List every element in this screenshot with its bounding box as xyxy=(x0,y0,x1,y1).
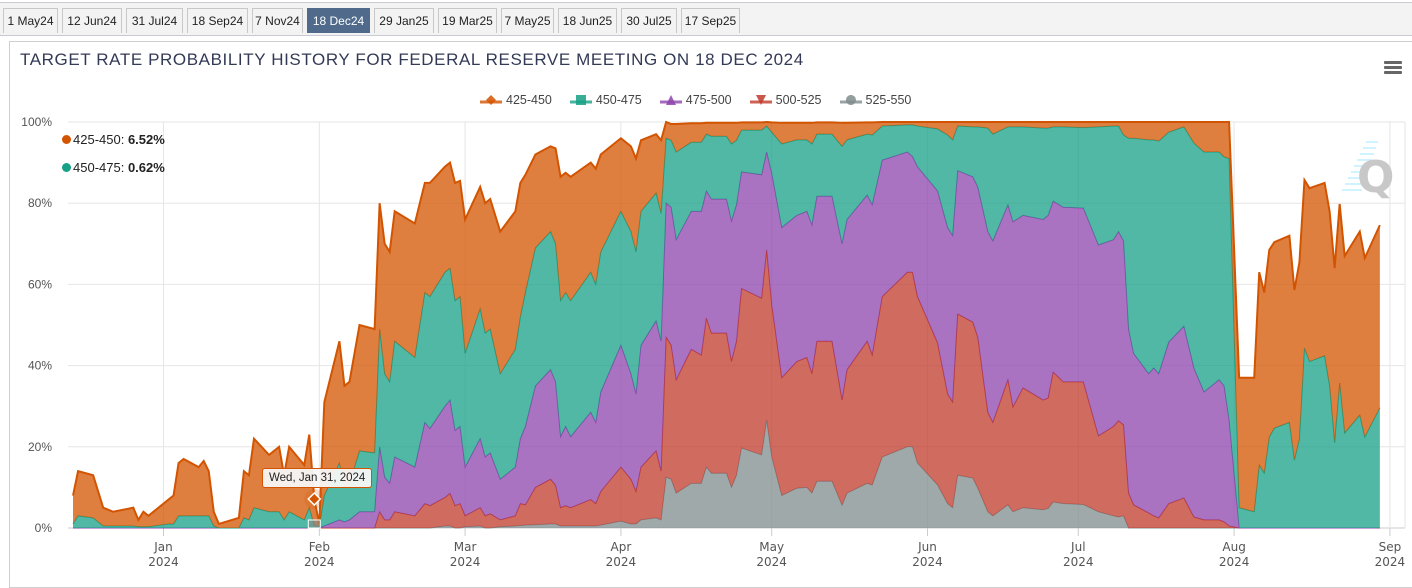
y-tick-label: 80% xyxy=(28,196,52,210)
tab-30-jul25[interactable]: 30 Jul25 xyxy=(621,8,677,33)
x-tick-year: 2024 xyxy=(1219,555,1250,569)
tab-31-jul24[interactable]: 31 Jul24 xyxy=(126,8,183,33)
tab-18-dec24[interactable]: 18 Dec24 xyxy=(307,8,370,33)
chart-title: TARGET RATE PROBABILITY HISTORY FOR FEDE… xyxy=(20,50,804,69)
hover-item-450-475: 450-475: 0.62% xyxy=(62,154,165,182)
circle-marker-icon xyxy=(839,95,862,105)
diamond-marker-icon xyxy=(480,95,502,105)
tab-29-jan25[interactable]: 29 Jan25 xyxy=(374,8,434,33)
legend-item-525-550[interactable]: 525-550 xyxy=(839,93,912,107)
tab-19-mar25[interactable]: 19 Mar25 xyxy=(438,8,497,33)
x-tick-year: 2024 xyxy=(304,555,335,569)
hover-series-value: 6.52% xyxy=(127,132,165,147)
legend-item-475-500[interactable]: 475-500 xyxy=(659,93,732,107)
x-tick-year: 2024 xyxy=(756,555,787,569)
x-tick-year: 2024 xyxy=(450,555,481,569)
series-dot-icon xyxy=(62,163,71,172)
x-tick-year: 2024 xyxy=(606,555,637,569)
line-425-450 xyxy=(72,120,1381,526)
area-450-475 xyxy=(73,124,1380,528)
y-tick-label: 60% xyxy=(28,277,52,291)
x-tick-label: Sep xyxy=(1379,540,1402,554)
triangle-marker-icon xyxy=(659,95,682,105)
triangle-down-marker-icon xyxy=(749,95,772,105)
tab-17-sep25[interactable]: 17 Sep25 xyxy=(681,8,740,33)
series-dot-icon xyxy=(62,135,71,144)
x-tick-year: 2024 xyxy=(912,555,943,569)
chart-legend: 425-450 450-475 475-500 500-525 525-550 xyxy=(480,93,929,107)
legend-label: 450-475 xyxy=(595,93,642,107)
tab-1-may24[interactable]: 1 May24 xyxy=(3,8,58,33)
area-500-525 xyxy=(73,249,1380,528)
tab-7-may25[interactable]: 7 May25 xyxy=(501,8,554,33)
x-tick-label: Feb xyxy=(309,540,330,554)
hover-series-value: 0.62% xyxy=(127,160,165,175)
y-tick-label: 40% xyxy=(28,359,52,373)
tab-12-jun24[interactable]: 12 Jun24 xyxy=(62,8,122,33)
legend-item-500-525[interactable]: 500-525 xyxy=(749,93,822,107)
watermark-logo: Q xyxy=(1357,152,1394,203)
legend-label: 475-500 xyxy=(685,93,732,107)
x-tick-label: Aug xyxy=(1222,540,1245,554)
hover-item-425-450: 425-450: 6.52% xyxy=(62,126,165,154)
tab-7-nov24[interactable]: 7 Nov24 xyxy=(252,8,303,33)
tab-18-jun25[interactable]: 18 Jun25 xyxy=(558,8,617,33)
x-tick-year: 2024 xyxy=(148,555,179,569)
legend-item-425-450[interactable]: 425-450 xyxy=(480,93,552,107)
legend-label: 500-525 xyxy=(775,93,822,107)
x-tick-label: Mar xyxy=(454,540,477,554)
y-tick-label: 20% xyxy=(28,440,52,454)
square-marker-icon xyxy=(569,95,592,105)
date-tooltip: Wed, Jan 31, 2024 xyxy=(262,468,373,488)
x-tick-label: Apr xyxy=(611,540,632,554)
x-tick-year: 2024 xyxy=(1375,555,1406,569)
legend-item-450-475[interactable]: 450-475 xyxy=(569,93,642,107)
diamond-marker-icon xyxy=(307,491,322,507)
x-tick-label: Jan xyxy=(153,540,173,554)
x-tick-label: Jul xyxy=(1070,540,1085,554)
area-475-500 xyxy=(73,152,1380,528)
hover-series-label: 450-475 xyxy=(73,160,121,175)
legend-label: 525-550 xyxy=(865,93,912,107)
meeting-tabs: 1 May24 12 Jun24 31 Jul24 18 Sep24 7 Nov24 18… xyxy=(0,2,1412,36)
tab-18-sep24[interactable]: 18 Sep24 xyxy=(187,8,248,33)
x-tick-label: May xyxy=(759,540,784,554)
y-tick-label: 0% xyxy=(35,521,53,535)
y-tick-label: 100% xyxy=(21,115,52,129)
hover-readout: 425-450: 6.52% 450-475: 0.62% xyxy=(62,126,165,182)
legend-label: 425-450 xyxy=(506,93,552,107)
x-tick-label: Jun xyxy=(917,540,937,554)
x-tick-year: 2024 xyxy=(1063,555,1094,569)
hamburger-menu-icon[interactable] xyxy=(1384,61,1402,76)
area-425-450 xyxy=(73,122,1380,528)
square-marker-icon xyxy=(307,519,321,529)
hover-series-label: 425-450 xyxy=(73,132,121,147)
